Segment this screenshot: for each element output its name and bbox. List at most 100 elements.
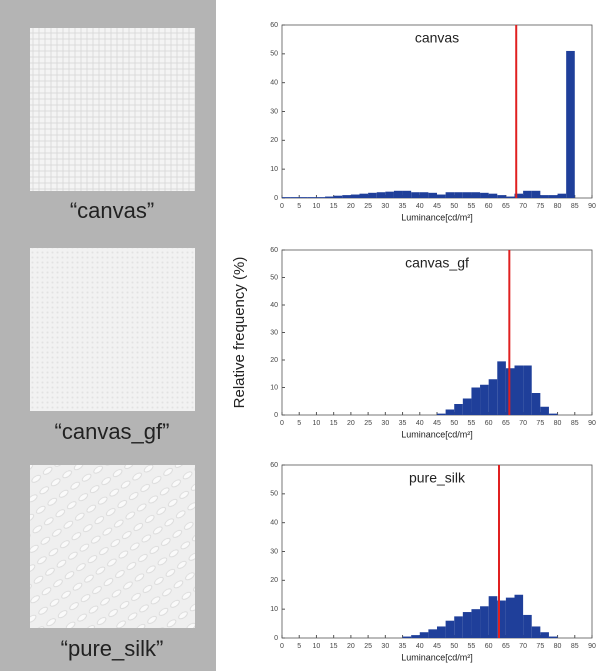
x-tick-label: 20 (347, 643, 355, 650)
x-tick-label: 55 (468, 420, 476, 427)
bar (488, 379, 498, 415)
bar (523, 365, 532, 415)
y-tick-label: 50 (270, 274, 278, 281)
bar (548, 413, 558, 415)
bar (471, 387, 481, 415)
y-tick-label: 10 (270, 166, 278, 173)
bar (350, 194, 360, 198)
y-tick-label: 0 (274, 195, 278, 202)
plot-area (281, 249, 593, 416)
x-tick-label: 35 (399, 643, 407, 650)
bar (428, 629, 437, 638)
bar (437, 194, 446, 198)
x-tick-label: 20 (347, 420, 355, 427)
bar (445, 192, 455, 198)
bar (411, 635, 420, 638)
x-tick-label: 25 (364, 643, 372, 650)
bar (462, 398, 472, 415)
x-tick-label: 0 (280, 420, 284, 427)
bar (523, 614, 532, 638)
x-tick-label: 15 (330, 203, 338, 210)
x-tick-label: 75 (536, 203, 544, 210)
bar (316, 197, 326, 198)
bar (282, 197, 291, 198)
bar (531, 393, 541, 415)
bar (505, 597, 515, 638)
x-tick-label: 40 (416, 203, 424, 210)
bar (411, 192, 420, 198)
bar (454, 616, 463, 638)
plot-area (281, 464, 593, 639)
bar (531, 626, 541, 638)
bar (488, 596, 498, 638)
bar (445, 409, 455, 415)
x-axis-label: Luminance[cd/m²] (401, 212, 473, 222)
x-tick-label: 10 (313, 420, 321, 427)
texture-image (30, 28, 195, 191)
y-tick-label: 30 (270, 108, 278, 115)
x-tick-label: 65 (502, 643, 510, 650)
bar (307, 197, 317, 198)
bar (540, 195, 549, 198)
x-tick-label: 50 (450, 203, 458, 210)
bar (437, 626, 446, 638)
y-tick-label: 0 (274, 635, 278, 642)
panel-label: “canvas_gf” (55, 419, 170, 444)
y-tick-label: 20 (270, 357, 278, 364)
y-tick-label: 40 (270, 80, 278, 87)
x-tick-label: 85 (571, 420, 579, 427)
y-tick-label: 60 (270, 22, 278, 29)
bar (514, 594, 524, 638)
panel-label: “canvas” (70, 198, 154, 223)
x-tick-label: 25 (364, 203, 372, 210)
x-tick-label: 50 (450, 420, 458, 427)
bar (540, 406, 549, 415)
x-tick-label: 85 (571, 203, 579, 210)
bar (566, 50, 575, 199)
bar (480, 192, 489, 198)
x-tick-label: 55 (468, 203, 476, 210)
bar (454, 192, 463, 198)
bar (402, 636, 412, 638)
x-tick-label: 30 (381, 203, 389, 210)
bar (428, 192, 437, 198)
bar (488, 193, 498, 198)
x-tick-label: 35 (399, 203, 407, 210)
x-tick-label: 0 (280, 203, 284, 210)
x-tick-label: 85 (571, 643, 579, 650)
x-tick-label: 15 (330, 420, 338, 427)
bar (557, 193, 567, 198)
y-tick-label: 10 (270, 384, 278, 391)
x-tick-label: 90 (588, 643, 596, 650)
x-tick-label: 65 (502, 203, 510, 210)
y-tick-label: 40 (270, 302, 278, 309)
bar (471, 192, 481, 198)
bar (462, 612, 472, 638)
x-axis-label: Luminance[cd/m²] (401, 652, 473, 662)
y-tick-label: 50 (270, 51, 278, 58)
x-tick-label: 75 (536, 420, 544, 427)
x-tick-label: 60 (485, 420, 493, 427)
y-tick-label: 20 (270, 577, 278, 584)
x-tick-label: 70 (519, 643, 527, 650)
x-tick-label: 10 (313, 643, 321, 650)
bar (333, 195, 343, 198)
bar (497, 195, 506, 198)
x-tick-label: 30 (381, 420, 389, 427)
x-tick-label: 50 (450, 643, 458, 650)
x-tick-label: 60 (485, 203, 493, 210)
y-tick-label: 10 (270, 606, 278, 613)
x-tick-label: 5 (297, 203, 301, 210)
y-tick-label: 60 (270, 247, 278, 254)
panel-label: “pure_silk” (61, 636, 164, 661)
chart-title: pure_silk (409, 470, 466, 486)
x-tick-label: 25 (364, 420, 372, 427)
x-tick-label: 30 (381, 643, 389, 650)
x-tick-label: 90 (588, 203, 596, 210)
x-tick-label: 75 (536, 643, 544, 650)
plot-area (281, 24, 593, 199)
y-tick-label: 20 (270, 137, 278, 144)
x-tick-label: 40 (416, 643, 424, 650)
bar (497, 600, 506, 638)
